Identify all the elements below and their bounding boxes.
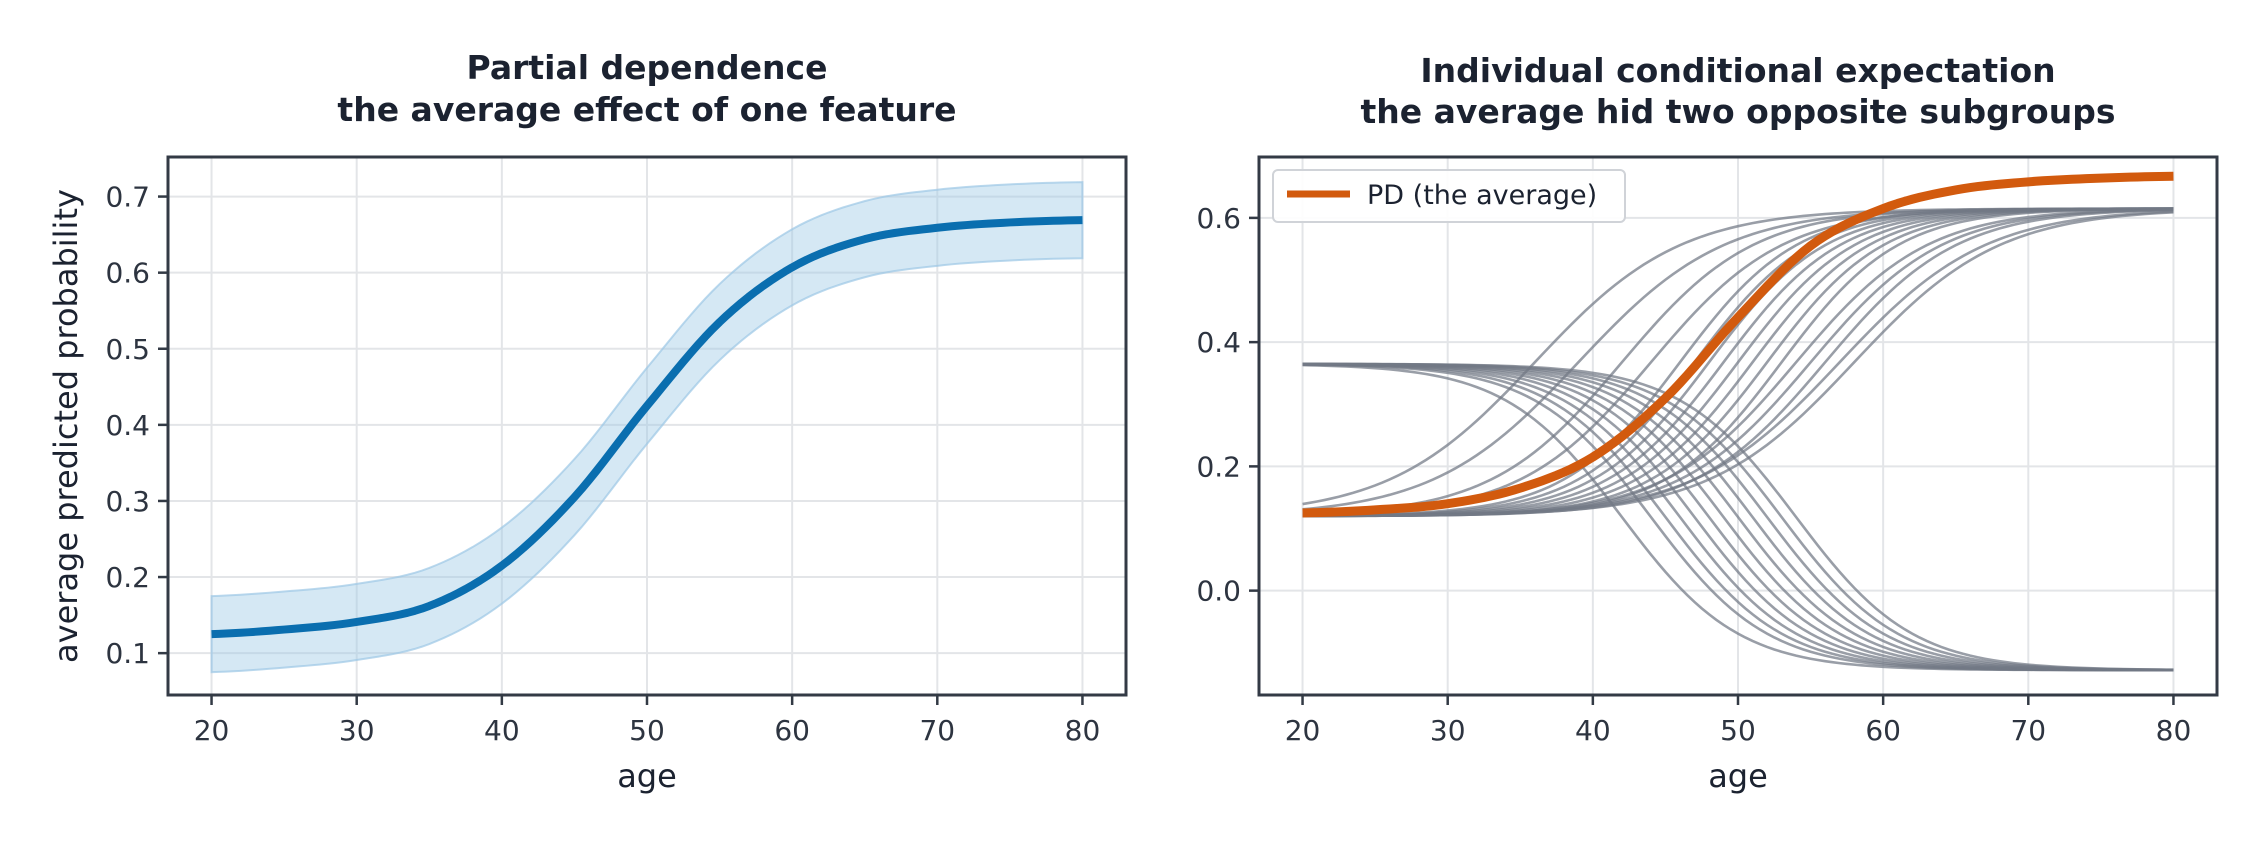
ice-legend: PD (the average): [1272, 169, 1626, 223]
ice-rising-curve-16: [1302, 210, 2174, 518]
pd-y-tick-label-2: 0.3: [105, 485, 150, 518]
ice-x-tick-label-3: 50: [1720, 714, 1756, 747]
ice-falling-curve-11: [1302, 362, 2174, 671]
pd-title-line1: Partial dependence: [467, 48, 828, 87]
ice-y-tick-label-1: 0.2: [1196, 450, 1241, 483]
pd-y-tick-label-1: 0.2: [105, 561, 150, 594]
pd-y-tick-label-4: 0.5: [105, 333, 150, 366]
ice-series-line-0: [1302, 171, 2174, 518]
pd-confidence-band-0: [210, 181, 1084, 674]
ice-x-axis-label: age: [1708, 757, 1768, 795]
pd-line-layer: [211, 216, 1083, 639]
ice-legend-label: PD (the average): [1367, 180, 1597, 211]
pd-y-tick-label-5: 0.6: [105, 257, 150, 290]
ice-ticks: 20 30 40 50 60 70 80 0.0 0.2 0.4 0.6: [1196, 202, 2191, 747]
ice-legend-box: [1272, 169, 1626, 223]
ice-y-tick-label-2: 0.4: [1196, 326, 1241, 359]
ice-y-tick-label-0: 0.0: [1196, 575, 1241, 608]
ice-title-line2: the average hid two opposite subgroups: [1361, 92, 2116, 131]
pd-x-tick-label-3: 50: [629, 714, 665, 747]
pd-x-tick-label-2: 40: [484, 714, 520, 747]
pd-x-tick-label-1: 30: [339, 714, 375, 747]
pd-x-tick-label-4: 60: [774, 714, 810, 747]
ice-x-tick-label-6: 80: [2156, 714, 2192, 747]
pd-series-line-0: [211, 216, 1083, 639]
ice-pd-line-layer: [1302, 171, 2174, 518]
ice-panel: Individual conditional expectation the a…: [1196, 51, 2219, 795]
pd-y-tick-label-0: 0.1: [105, 637, 150, 670]
pd-x-tick-label-6: 80: [1065, 714, 1101, 747]
ice-curves-layer: [1302, 207, 2174, 672]
pd-grid: [168, 157, 1126, 695]
pd-x-axis-label: age: [617, 757, 677, 795]
ice-title-line1: Individual conditional expectation: [1420, 51, 2055, 90]
ice-x-tick-label-5: 70: [2010, 714, 2046, 747]
pd-y-tick-label-3: 0.4: [105, 409, 150, 442]
pd-title-line2: the average effect of one feature: [337, 90, 956, 129]
ice-x-tick-label-2: 40: [1575, 714, 1611, 747]
pd-band-layer: [210, 181, 1084, 674]
ice-y-tick-label-3: 0.6: [1196, 202, 1241, 235]
pd-ticks: 20 30 40 50 60 70 80 0.1 0.2 0.3 0.4 0.5 0.6 0.7: [105, 181, 1100, 747]
pd-panel: Partial dependence the average effect of…: [47, 48, 1128, 795]
pd-x-tick-label-5: 70: [919, 714, 955, 747]
ice-x-tick-label-4: 60: [1865, 714, 1901, 747]
ice-x-tick-label-1: 30: [1430, 714, 1466, 747]
pd-y-axis-label: average predicted probability: [47, 189, 85, 663]
pd-y-tick-label-6: 0.7: [105, 181, 150, 214]
ice-x-tick-label-0: 20: [1285, 714, 1321, 747]
pd-x-tick-label-0: 20: [194, 714, 230, 747]
